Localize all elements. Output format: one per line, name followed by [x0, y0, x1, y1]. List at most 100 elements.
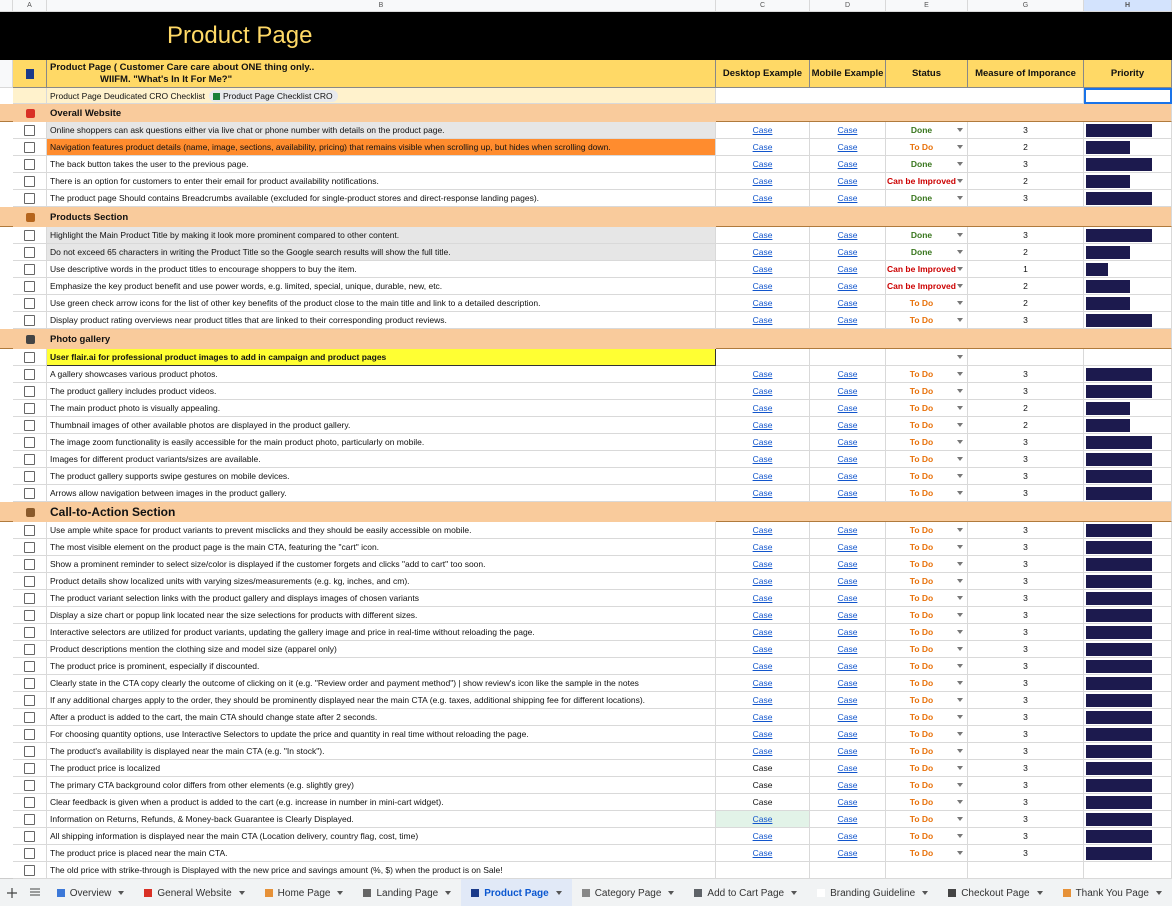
desktop-example[interactable]: Case	[716, 743, 810, 760]
status[interactable]: To Do	[886, 451, 968, 468]
desktop-example[interactable]: Case	[716, 451, 810, 468]
desktop-example[interactable]: Case	[716, 607, 810, 624]
desktop-example[interactable]: Case	[716, 173, 810, 190]
mobile-example[interactable]: Case	[810, 556, 886, 573]
status[interactable]: To Do	[886, 434, 968, 451]
desktop-example[interactable]: Case	[716, 539, 810, 556]
sheet-tab[interactable]: Category Page	[572, 879, 685, 906]
desktop-example[interactable]: Case	[716, 295, 810, 312]
mobile-example[interactable]: Case	[810, 794, 886, 811]
checkbox[interactable]	[24, 592, 35, 604]
status[interactable]: To Do	[886, 590, 968, 607]
status[interactable]: To Do	[886, 607, 968, 624]
desktop-example[interactable]: Case	[716, 312, 810, 329]
status[interactable]: Can be Improved	[886, 261, 968, 278]
checkbox[interactable]	[24, 609, 35, 621]
status[interactable]: To Do	[886, 726, 968, 743]
checkbox[interactable]	[24, 813, 35, 825]
mobile-example[interactable]: Case	[810, 190, 886, 207]
status[interactable]: To Do	[886, 522, 968, 539]
mobile-example[interactable]: Case	[810, 485, 886, 502]
checkbox[interactable]	[24, 385, 35, 397]
checkbox[interactable]	[24, 796, 35, 808]
desktop-example[interactable]: Case	[716, 434, 810, 451]
mobile-example[interactable]: Case	[810, 607, 886, 624]
desktop-example[interactable]: Case	[716, 641, 810, 658]
desktop-example[interactable]: Case	[716, 383, 810, 400]
status[interactable]: To Do	[886, 556, 968, 573]
status[interactable]: To Do	[886, 658, 968, 675]
checkbox[interactable]	[24, 263, 35, 275]
status[interactable]: To Do	[886, 692, 968, 709]
desktop-example[interactable]: Case	[716, 366, 810, 383]
checkbox[interactable]	[24, 830, 35, 842]
checkbox[interactable]	[24, 453, 35, 465]
status[interactable]	[886, 349, 968, 366]
checkbox[interactable]	[24, 728, 35, 740]
mobile-example[interactable]: Case	[810, 468, 886, 485]
status[interactable]: To Do	[886, 811, 968, 828]
checkbox[interactable]	[24, 626, 35, 638]
sheet-tab[interactable]: Landing Page	[353, 879, 461, 906]
desktop-example[interactable]: Case	[716, 417, 810, 434]
status[interactable]: To Do	[886, 417, 968, 434]
checkbox[interactable]	[24, 470, 35, 482]
status[interactable]: To Do	[886, 624, 968, 641]
checkbox[interactable]	[24, 229, 35, 241]
checkbox[interactable]	[24, 524, 35, 536]
mobile-example[interactable]: Case	[810, 624, 886, 641]
status[interactable]: Done	[886, 122, 968, 139]
checkbox[interactable]	[24, 643, 35, 655]
status[interactable]: To Do	[886, 845, 968, 862]
mobile-example[interactable]: Case	[810, 811, 886, 828]
mobile-example[interactable]: Case	[810, 295, 886, 312]
desktop-example[interactable]: Case	[716, 675, 810, 692]
status[interactable]: To Do	[886, 828, 968, 845]
checkbox[interactable]	[24, 694, 35, 706]
status[interactable]: Done	[886, 156, 968, 173]
desktop-example[interactable]: Case	[716, 624, 810, 641]
mobile-example[interactable]: Case	[810, 539, 886, 556]
sheet-tab[interactable]: Home Page	[255, 879, 354, 906]
checkbox[interactable]	[24, 575, 35, 587]
checkbox[interactable]	[24, 297, 35, 309]
status[interactable]: To Do	[886, 468, 968, 485]
mobile-example[interactable]: Case	[810, 845, 886, 862]
desktop-example[interactable]: Case	[716, 278, 810, 295]
checkbox[interactable]	[24, 711, 35, 723]
desktop-example[interactable]: Case	[716, 156, 810, 173]
mobile-example[interactable]: Case	[810, 122, 886, 139]
desktop-example[interactable]: Case	[716, 244, 810, 261]
desktop-example[interactable]: Case	[716, 227, 810, 244]
desktop-example[interactable]: Case	[716, 811, 810, 828]
sheet-tab[interactable]: Overview	[47, 879, 135, 906]
desktop-example[interactable]: Case	[716, 122, 810, 139]
status[interactable]: To Do	[886, 743, 968, 760]
status[interactable]: To Do	[886, 777, 968, 794]
desktop-example[interactable]: Case	[716, 556, 810, 573]
mobile-example[interactable]: Case	[810, 641, 886, 658]
mobile-example[interactable]: Case	[810, 573, 886, 590]
mobile-example[interactable]: Case	[810, 383, 886, 400]
checkbox[interactable]	[24, 762, 35, 774]
desktop-example[interactable]: Case	[716, 485, 810, 502]
checkbox[interactable]	[24, 280, 35, 292]
checkbox[interactable]	[24, 368, 35, 380]
mobile-example[interactable]: Case	[810, 139, 886, 156]
add-sheet[interactable]	[0, 885, 23, 902]
status[interactable]: Done	[886, 227, 968, 244]
mobile-example[interactable]: Case	[810, 692, 886, 709]
mobile-example[interactable]: Case	[810, 417, 886, 434]
mobile-example[interactable]: Case	[810, 658, 886, 675]
status[interactable]: To Do	[886, 485, 968, 502]
mobile-example[interactable]: Case	[810, 366, 886, 383]
checkbox[interactable]	[24, 558, 35, 570]
checkbox[interactable]	[24, 779, 35, 791]
mobile-example[interactable]: Case	[810, 726, 886, 743]
checkbox[interactable]	[24, 124, 35, 136]
desktop-example[interactable]: Case	[716, 828, 810, 845]
sheet-tab[interactable]: Checkout Page	[938, 879, 1052, 906]
desktop-example[interactable]: Case	[716, 522, 810, 539]
mobile-example[interactable]: Case	[810, 760, 886, 777]
checkbox[interactable]	[24, 541, 35, 553]
